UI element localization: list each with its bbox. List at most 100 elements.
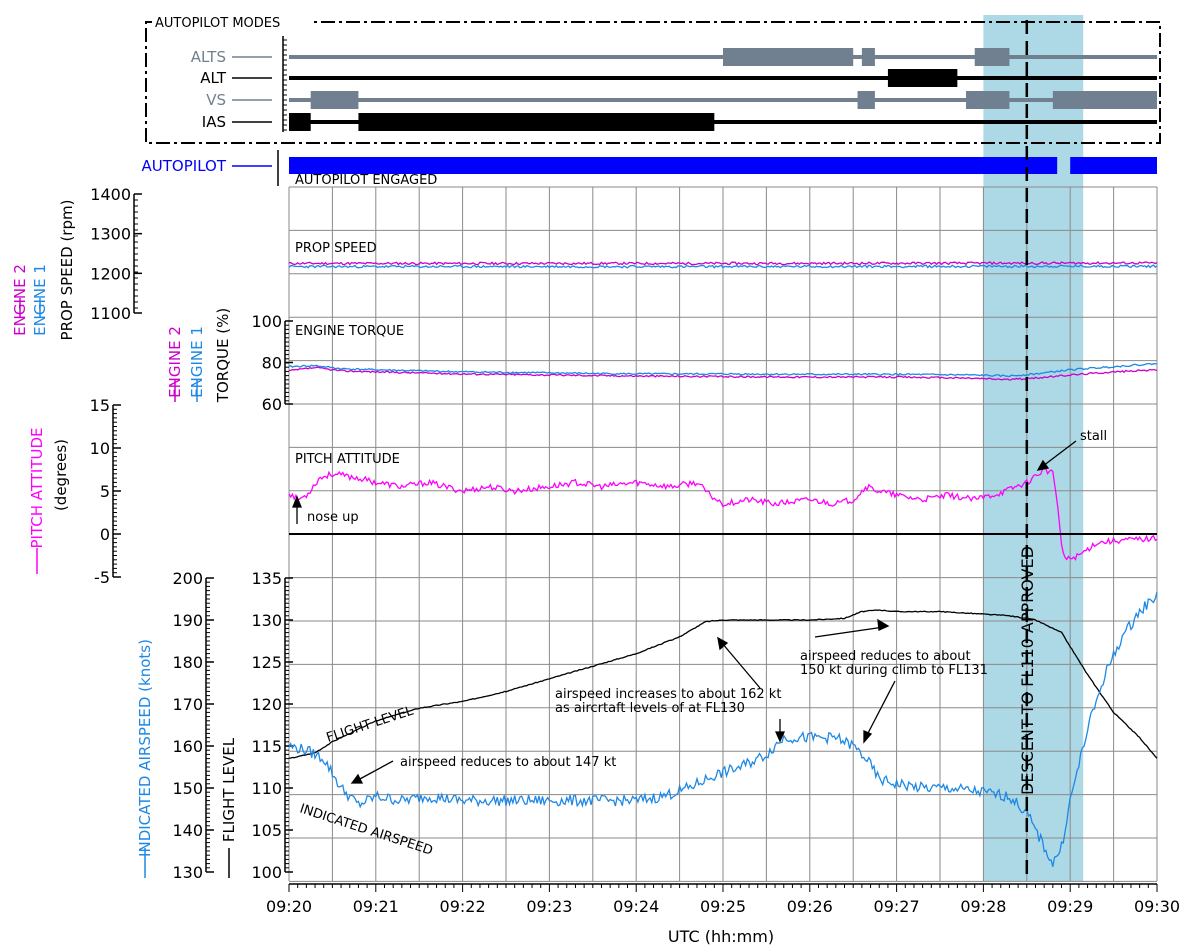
- torque-axis: 60 80 100: [251, 312, 293, 414]
- mode-row-alts: ALTS: [191, 48, 1157, 66]
- descent-event-label: DESCENT TO FL110 APPROVED: [1018, 546, 1037, 795]
- x-tick-label: 09:29: [1047, 897, 1093, 916]
- flight-level-curve-label: FLIGHT LEVEL: [325, 703, 416, 745]
- tick-label: 125: [251, 653, 282, 672]
- prop-speed-axis-label: ENGINE 2 ENGINE 1 PROP SPEED (rpm): [11, 200, 76, 341]
- nose-up-annotation: nose up: [307, 510, 359, 525]
- left-axes: 1100 1200 1300 1400 60 80 100 -5 0 5 10 15 100 105 110…: [90, 185, 293, 882]
- mode-label: ALTS: [191, 48, 226, 66]
- annotation-147kt: airspeed reduces to about 147 kt: [400, 755, 616, 770]
- mode-active-segment: [861, 48, 875, 66]
- tick-label: 105: [251, 821, 282, 840]
- mode-rows: ALTS ALT VS IAS: [191, 36, 1157, 132]
- mode-row-vs: VS: [206, 91, 1157, 109]
- x-tick-label: 09:27: [874, 897, 920, 916]
- tick-label: 100: [251, 312, 282, 331]
- svg-text:PROP SPEED (rpm): PROP SPEED (rpm): [58, 200, 76, 341]
- tick-label: 1300: [90, 225, 131, 244]
- annotation-162kt-line1: airspeed increases to about 162 kt: [555, 687, 781, 702]
- annotation-150kt-line1: airspeed reduces to about: [800, 649, 971, 664]
- flight-level-axis: 100 105 110 115 120 125 130 135: [251, 569, 293, 882]
- tick-label: 170: [172, 695, 203, 714]
- mode-active-segment: [887, 69, 958, 87]
- tick-label: 1200: [90, 264, 131, 283]
- mode-row-alt: ALT: [200, 69, 1157, 87]
- annotation-arrows: [292, 440, 1077, 784]
- mode-active-segment: [974, 48, 1010, 66]
- mode-label: ALT: [200, 69, 227, 87]
- tick-label: 130: [251, 611, 282, 630]
- tick-label: 115: [251, 737, 282, 756]
- tick-label: -5: [94, 568, 110, 587]
- airspeed-curve-label: INDICATED AIRSPEED: [298, 802, 435, 859]
- axis-label-keys: [19, 298, 230, 878]
- tick-label: 190: [172, 611, 203, 630]
- tick-label: 150: [172, 779, 203, 798]
- mode-active-segment: [289, 113, 311, 131]
- tick-label: 5: [100, 482, 110, 501]
- svg-text:INDICATED AIRSPEED (knots): INDICATED AIRSPEED (knots): [136, 639, 154, 857]
- series-layer: [288, 260, 1158, 867]
- x-axis: 09:20 09:21 09:22 09:23 09:24 09:25 09:26 09:27…: [266, 883, 1180, 916]
- tick-label: 1100: [90, 304, 131, 323]
- tick-label: 10: [90, 439, 110, 458]
- svg-text:FLIGHT LEVEL: FLIGHT LEVEL: [220, 737, 238, 842]
- autopilot-modes-box: [145, 21, 1161, 144]
- mode-row-ias: IAS: [202, 113, 1157, 131]
- mode-active-segment: [310, 91, 359, 109]
- prop-speed-axis: 1100 1200 1300 1400: [90, 185, 142, 323]
- mode-active-segment: [857, 91, 875, 109]
- tick-label: 120: [251, 695, 282, 714]
- svg-text:TORQUE (%): TORQUE (%): [214, 308, 232, 403]
- pitch-axis-label: PITCH ATTITUDE (degrees): [28, 427, 70, 548]
- tick-label: 180: [172, 653, 203, 672]
- svg-text:ENGINE 1: ENGINE 1: [188, 326, 206, 398]
- x-tick-label: 09:30: [1134, 897, 1180, 916]
- airspeed-axis-label: INDICATED AIRSPEED (knots) FLIGHT LEVEL: [136, 639, 238, 857]
- tick-label: 200: [172, 569, 203, 588]
- svg-text:ENGINE 2: ENGINE 2: [166, 326, 184, 398]
- tick-label: 135: [251, 569, 282, 588]
- prop-speed-engine-1-line: [288, 264, 1158, 269]
- tick-label: 1400: [90, 185, 131, 204]
- x-tick-label: 09:24: [613, 897, 659, 916]
- flight-level-line: [288, 609, 1158, 759]
- tick-label: 130: [172, 863, 203, 882]
- x-tick-label: 09:26: [787, 897, 833, 916]
- x-tick-label: 09:23: [526, 897, 572, 916]
- autopilot-engaged-text: AUTOPILOT ENGAGED: [295, 173, 437, 188]
- annotation-150kt-line2: 150 kt during climb to FL131: [800, 663, 988, 678]
- tick-label: 0: [100, 525, 110, 544]
- indicated-airspeed-line: [288, 591, 1158, 867]
- mode-active-segment: [966, 91, 1010, 109]
- tick-label: 15: [90, 396, 110, 415]
- tick-label: 80: [262, 354, 282, 373]
- mode-label: VS: [206, 91, 226, 109]
- autopilot-modes-title: AUTOPILOT MODES: [155, 16, 280, 31]
- autopilot-row: AUTOPILOT: [142, 150, 1157, 186]
- svg-text:PITCH ATTITUDE: PITCH ATTITUDE: [28, 427, 46, 548]
- torque-axis-label: ENGINE 2 ENGINE 1 TORQUE (%): [166, 308, 232, 403]
- pitch-attitude-line: [288, 467, 1158, 561]
- pitch-axis: -5 0 5 10 15: [90, 396, 121, 587]
- torque-engine-2-line: [288, 366, 1158, 381]
- autopilot-label: AUTOPILOT: [142, 157, 227, 175]
- x-tick-label: 09:20: [266, 897, 312, 916]
- tick-label: 140: [172, 821, 203, 840]
- tick-label: 60: [262, 395, 282, 414]
- prop-speed-title: PROP SPEED: [295, 241, 377, 256]
- tick-label: 100: [251, 863, 282, 882]
- airspeed-axis: 130 140 150 160 170 180 190 200: [172, 569, 214, 882]
- x-tick-label: 09:22: [440, 897, 486, 916]
- svg-text:(degrees): (degrees): [52, 439, 70, 511]
- tick-label: 160: [172, 737, 203, 756]
- mode-label: IAS: [202, 113, 226, 131]
- mode-active-segment: [1052, 91, 1157, 109]
- autopilot-engaged-segment: [289, 157, 1058, 174]
- mode-active-segment: [723, 48, 854, 66]
- stall-annotation: stall: [1080, 429, 1107, 444]
- engine-torque-title: ENGINE TORQUE: [295, 324, 404, 339]
- torque-engine-1-line: [288, 362, 1158, 378]
- tick-label: 110: [251, 779, 282, 798]
